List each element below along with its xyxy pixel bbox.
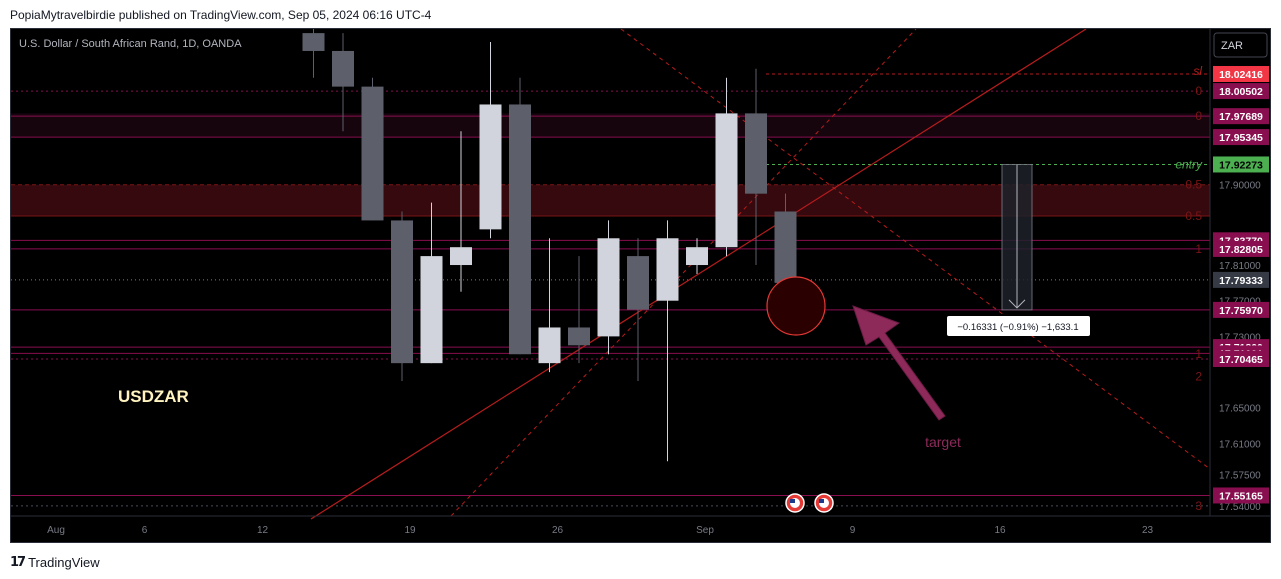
fib-label: 0.5 bbox=[1185, 178, 1202, 192]
x-tick-label: Aug bbox=[47, 525, 65, 536]
candle-body[interactable] bbox=[391, 220, 413, 364]
fib-label: 3 bbox=[1195, 499, 1202, 513]
price-label-bg bbox=[1213, 240, 1269, 257]
candle-body[interactable] bbox=[509, 104, 531, 355]
y-tick-label: 17.54000 bbox=[1219, 502, 1261, 513]
symbol-label: USDZAR bbox=[118, 387, 189, 406]
fib-label: 0 bbox=[1195, 109, 1202, 123]
price-label-bg bbox=[1213, 351, 1269, 367]
chart-panel[interactable]: 0 0 0.5 0.5 1 1 2 3 sl entry −0.16331 (−0.91%) −1,… bbox=[10, 24, 1271, 543]
price-label-bg bbox=[1213, 108, 1269, 125]
price-label-bg bbox=[1213, 487, 1269, 504]
measure-arrow-head bbox=[1008, 299, 1026, 309]
x-tick-label: 6 bbox=[142, 525, 148, 536]
price-label-bg bbox=[1213, 271, 1269, 288]
currency-button[interactable] bbox=[1213, 32, 1268, 58]
candle-body[interactable] bbox=[715, 113, 738, 248]
us-flag-event-icon-canton bbox=[790, 499, 795, 503]
candle-body[interactable] bbox=[597, 238, 620, 337]
y-tick-label: 17.90000 bbox=[1219, 181, 1261, 192]
price-label: 17.75970 bbox=[1219, 305, 1263, 317]
us-flag-event-icon-canton bbox=[819, 499, 824, 503]
tradingview-logo-icon: 17 bbox=[10, 555, 26, 570]
price-label: 17.79333 bbox=[1219, 275, 1263, 287]
y-tick-label: 17.81000 bbox=[1219, 261, 1261, 272]
price-label: 17.95345 bbox=[1219, 132, 1263, 144]
candle-body[interactable] bbox=[302, 33, 325, 51]
candle-body[interactable] bbox=[450, 247, 472, 266]
candle-body[interactable] bbox=[656, 238, 679, 301]
price-label: 17.92273 bbox=[1219, 159, 1263, 171]
trend-line-dashed bbox=[450, 28, 917, 517]
fib-label: 0 bbox=[1195, 84, 1202, 98]
target-arrow bbox=[852, 305, 946, 421]
tradingview-logo[interactable]: 17 TradingView bbox=[10, 555, 100, 570]
x-tick-label: 19 bbox=[404, 525, 416, 536]
x-tick-label: 9 bbox=[850, 525, 856, 536]
candle-body[interactable] bbox=[332, 50, 354, 87]
candle-body[interactable] bbox=[361, 86, 384, 221]
price-label-bg bbox=[1213, 129, 1269, 146]
candle-body[interactable] bbox=[538, 327, 561, 364]
symbol-info: U.S. Dollar / South African Rand, 1D, OA… bbox=[19, 38, 242, 50]
fib-label: 2 bbox=[1195, 370, 1202, 384]
x-tick-label: Sep bbox=[696, 525, 714, 536]
x-tick-label: 26 bbox=[552, 525, 564, 536]
y-tick-label: 17.73000 bbox=[1219, 332, 1261, 343]
bottom-bar: 17 TradingView bbox=[0, 543, 1281, 579]
candle-body[interactable] bbox=[568, 327, 590, 346]
target-label: target bbox=[925, 434, 961, 450]
x-tick-label: 16 bbox=[994, 525, 1006, 536]
price-label: 18.02416 bbox=[1219, 69, 1263, 81]
y-tick-label: 17.57500 bbox=[1219, 471, 1261, 482]
price-label: 17.70465 bbox=[1219, 354, 1263, 366]
x-tick-label: 23 bbox=[1142, 525, 1154, 536]
price-label-bg bbox=[1213, 83, 1269, 100]
sl-label: sl bbox=[1193, 64, 1202, 78]
top-bar: PopiaMytravelbirdie published on Trading… bbox=[0, 0, 1281, 28]
x-tick-label: 12 bbox=[257, 525, 269, 536]
candle-body[interactable] bbox=[686, 247, 708, 266]
shaded-zone-top bbox=[11, 113, 1210, 138]
entry-label: entry bbox=[1175, 157, 1203, 171]
tradingview-logo-text: TradingView bbox=[28, 555, 100, 570]
trend-line-solid bbox=[310, 28, 1087, 520]
candle-body[interactable] bbox=[479, 104, 502, 230]
fib-label: 1 bbox=[1195, 242, 1202, 256]
y-tick-label: 17.61000 bbox=[1219, 439, 1261, 450]
measure-tooltip: −0.16331 (−0.91%) −1,633.1 bbox=[957, 322, 1078, 333]
price-label: 17.82805 bbox=[1219, 244, 1263, 256]
price-label-bg bbox=[1213, 156, 1269, 173]
candle-body[interactable] bbox=[420, 256, 443, 364]
trend-line-dashed bbox=[620, 28, 1211, 470]
candle-body[interactable] bbox=[745, 113, 767, 194]
fib-label: 0.5 bbox=[1185, 209, 1202, 223]
price-label: 17.97689 bbox=[1219, 111, 1263, 123]
candle-body[interactable] bbox=[774, 211, 797, 283]
fib-label: 1 bbox=[1195, 347, 1202, 361]
currency-button-label[interactable]: ZAR bbox=[1221, 40, 1243, 52]
candle-body[interactable] bbox=[627, 256, 649, 310]
y-tick-label: 17.65000 bbox=[1219, 404, 1261, 415]
price-label-bg bbox=[1213, 301, 1269, 318]
price-label: 18.00502 bbox=[1219, 86, 1263, 98]
target-circle[interactable] bbox=[766, 276, 826, 336]
price-label-bg bbox=[1213, 66, 1269, 82]
price-label: 17.55165 bbox=[1219, 490, 1263, 502]
measure-tooltip-bg bbox=[947, 316, 1090, 336]
publisher-line: PopiaMytravelbirdie published on Trading… bbox=[10, 8, 432, 22]
